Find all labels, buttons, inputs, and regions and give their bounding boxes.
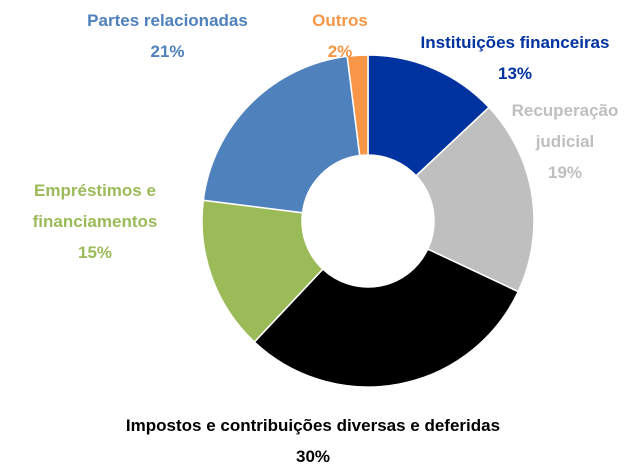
category-label: Instituições financeiras: [420, 33, 610, 52]
data-label: Instituições financeiras 13%: [380, 27, 643, 89]
category-label: Outros: [312, 11, 368, 30]
value-label: 19%: [547, 163, 583, 182]
value-label: 2%: [327, 42, 353, 61]
data-label: Impostos e contribuições diversas e defe…: [20, 410, 606, 472]
donut-segment: [415, 106, 535, 293]
category-label: Partes relacionadas: [87, 11, 248, 30]
category-label: Impostos e contribuições diversas e defe…: [125, 416, 501, 435]
data-label: Partes relacionadas 21%: [80, 5, 255, 67]
value-label: 15%: [77, 243, 113, 262]
data-label: Empréstimos e financiamentos 15%: [0, 175, 190, 268]
donut-segment: [346, 54, 369, 157]
data-label: Outros 2%: [300, 5, 380, 67]
donut-segment: [253, 248, 520, 388]
value-label: 13%: [497, 64, 533, 83]
donut-segment: [202, 55, 361, 214]
category-label: Empréstimos e financiamentos: [32, 181, 158, 231]
data-label: Recuperação judicial 19%: [490, 95, 640, 188]
category-label: Recuperação judicial: [511, 101, 619, 151]
donut-segment: [367, 54, 491, 177]
value-label: 21%: [150, 42, 185, 61]
donut-segment: [201, 199, 324, 344]
value-label: 30%: [295, 447, 331, 466]
